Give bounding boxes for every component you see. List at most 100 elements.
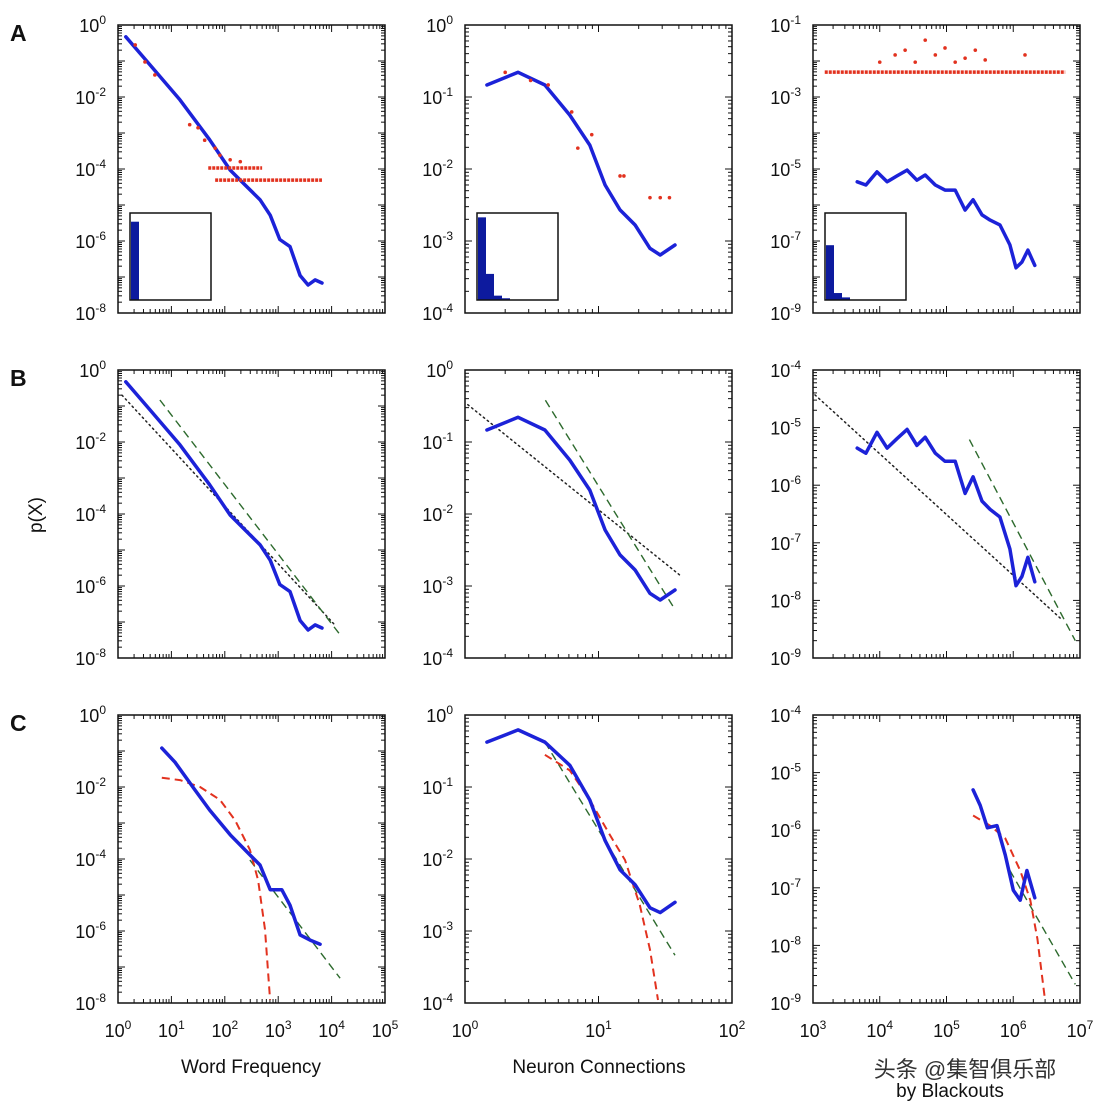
- dashed-red-series-line: [544, 753, 659, 1001]
- scatter-point: [877, 60, 882, 64]
- y-tick-label: 10-3: [422, 574, 453, 597]
- x-axis-label-word-frequency: Word Frequency: [181, 1057, 322, 1078]
- axis-ticks: [464, 715, 732, 1004]
- y-tick-label: 10-8: [770, 933, 801, 956]
- y-tick-label: 100: [79, 358, 106, 381]
- plot-frame: [117, 369, 386, 659]
- y-tick-label: 10-7: [770, 531, 801, 554]
- row-letter-c: C: [10, 710, 27, 736]
- dotted-black-series-line: [467, 403, 682, 577]
- solid-blue-series-line: [160, 746, 322, 946]
- scatter-point: [546, 83, 551, 87]
- plot-frame: [117, 24, 386, 314]
- scatter-point: [983, 58, 988, 62]
- y-tick-label: 100: [426, 358, 453, 381]
- y-tick-label: 10-4: [422, 646, 453, 669]
- axis-ticks: [812, 370, 1080, 659]
- y-tick-label: 10-1: [422, 85, 453, 108]
- plot-area: [121, 380, 341, 636]
- x-tick-label: 100: [452, 1018, 479, 1041]
- inset-bar: [486, 273, 494, 300]
- panel-B-word: 100 10-2 10-4 10-6 10-8: [75, 358, 386, 669]
- y-tick-label: 10-6: [770, 473, 801, 496]
- x-tick-label: 105: [933, 1018, 960, 1041]
- plot-area: [824, 38, 1066, 270]
- y-tick-label: 10-1: [422, 430, 453, 453]
- axis-ticks: [117, 370, 385, 659]
- y-tick-label: 100: [79, 703, 106, 726]
- scatter-point: [218, 153, 222, 158]
- dashed-red-series-line: [161, 776, 272, 1001]
- row-letter-a: A: [10, 20, 27, 46]
- axis-ticks: [812, 715, 1080, 1004]
- dotted-black-series-line: [814, 394, 1063, 621]
- panel-A-word: 100 10-2 10-4 10-6 10-8: [75, 13, 386, 324]
- scatter-point: [923, 38, 928, 42]
- x-tick-label: 101: [158, 1018, 185, 1041]
- x-tick-label: 103: [800, 1018, 827, 1041]
- panel-B-blackout: 10-4 10-5 10-6 10-7 10-8 10-9: [770, 358, 1081, 669]
- y-tick-label: 10-1: [422, 775, 453, 798]
- solid-blue-series-line: [124, 380, 324, 632]
- panel-C-blackout: 10-4 10-5 10-6 10-7 10-8 10-9 103 104 105 106 107: [770, 703, 1093, 1041]
- plot-frame: [117, 714, 386, 1004]
- solid-blue-series-line: [485, 415, 677, 602]
- dashed-green-series-line: [968, 439, 1076, 642]
- y-tick-label: 10-1: [770, 13, 801, 36]
- plot-frame: [812, 714, 1081, 1004]
- scatter-point: [153, 73, 157, 77]
- y-tick-label: 10-8: [75, 301, 106, 324]
- panel-A-neuron: 100 10-1 10-2 10-3 10-4: [422, 13, 733, 324]
- x-tick-label: 101: [585, 1018, 612, 1041]
- scatter-point: [973, 48, 978, 52]
- inset-bar: [826, 245, 834, 300]
- inset-bar: [834, 293, 842, 300]
- y-tick-label: 10-4: [75, 847, 106, 870]
- scatter-point: [528, 78, 533, 83]
- y-tick-label: 10-6: [770, 818, 801, 841]
- scatter-point: [618, 174, 622, 178]
- plot-frame: [464, 24, 733, 314]
- y-tick-label: 10-7: [770, 876, 801, 899]
- dashed-green-series-line: [1009, 870, 1076, 985]
- y-tick-label: 10-9: [770, 646, 801, 669]
- scatter-point: [576, 146, 580, 150]
- solid-blue-series-line: [124, 35, 324, 287]
- plot-area: [971, 788, 1076, 1001]
- scatter-point: [622, 174, 626, 178]
- y-tick-label: 10-7: [770, 229, 801, 252]
- y-tick-label: 10-4: [770, 358, 801, 381]
- inset-histogram: [476, 212, 559, 301]
- y-tick-label: 10-2: [422, 157, 453, 180]
- inset-bar: [478, 217, 486, 300]
- inset-frame: [476, 212, 559, 301]
- y-tick-label: 10-6: [75, 229, 106, 252]
- x-tick-label: 102: [211, 1018, 238, 1041]
- inset-histogram: [129, 212, 212, 301]
- solid-blue-series-line: [485, 728, 677, 915]
- scatter-point: [213, 146, 217, 150]
- scatter-point: [953, 60, 957, 64]
- x-tick-label: 103: [265, 1018, 292, 1041]
- x-tick-label: 106: [1000, 1018, 1027, 1041]
- panel-A-blackout: 10-1 10-3 10-5 10-7 10-9: [770, 13, 1081, 324]
- inset-bar: [131, 221, 139, 300]
- scatter-point: [963, 56, 967, 60]
- plot-frame: [464, 369, 733, 659]
- y-tick-label: 100: [426, 13, 453, 36]
- watermark: 头条 @集智俱乐部: [874, 1057, 1056, 1082]
- dashed-green-series-line: [159, 399, 341, 636]
- y-tick-label: 10-4: [770, 703, 801, 726]
- y-tick-label: 10-2: [75, 85, 106, 108]
- plot-frame: [812, 369, 1081, 659]
- scatter-point: [943, 46, 947, 50]
- y-axis-label: p(X): [26, 497, 47, 533]
- axis-ticks: [812, 25, 1080, 314]
- y-tick-label: 10-2: [75, 430, 106, 453]
- x-tick-label: 104: [866, 1018, 893, 1041]
- solid-blue-series-line: [855, 168, 1037, 270]
- plot-area: [467, 399, 682, 610]
- solid-blue-series-line: [855, 427, 1037, 588]
- scatter-point: [589, 132, 594, 137]
- y-tick-label: 10-4: [75, 157, 106, 180]
